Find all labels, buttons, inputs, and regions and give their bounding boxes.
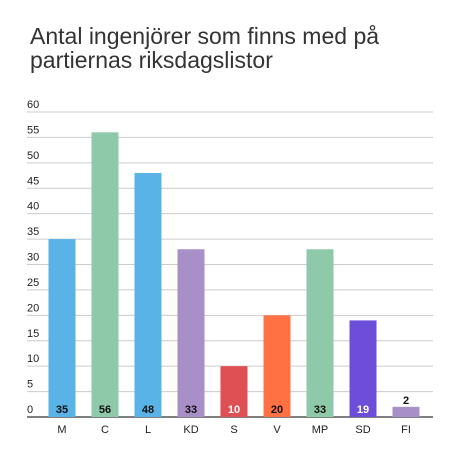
y-tick-label: 50 (27, 150, 39, 162)
y-tick-label: 30 (27, 252, 39, 264)
value-label: 20 (271, 404, 283, 416)
x-tick-label: L (145, 424, 151, 436)
x-tick-label: V (273, 424, 281, 436)
bar-s (220, 366, 248, 417)
x-tick-label: FI (401, 424, 411, 436)
y-tick-label: 25 (27, 277, 39, 289)
y-tick-label: 35 (27, 226, 39, 238)
bar-sd (349, 320, 377, 417)
value-label: 56 (99, 404, 111, 416)
y-tick-label: 15 (27, 328, 39, 340)
y-axis-ticks: 0 5 10 15 20 25 30 35 40 45 50 55 60 (27, 99, 39, 416)
x-tick-label: C (101, 424, 109, 436)
value-label: 35 (56, 404, 68, 416)
x-tick-label: S (230, 424, 237, 436)
bar-mp (306, 249, 334, 417)
bar-v (263, 315, 291, 417)
x-tick-label: M (57, 424, 66, 436)
value-label: 19 (357, 404, 369, 416)
bar-l (134, 173, 162, 417)
x-tick-label: SD (355, 424, 370, 436)
bar-fi (392, 406, 420, 417)
x-axis-categories: M C L KD S V MP SD FI (57, 424, 410, 436)
x-tick-label: MP (312, 424, 329, 436)
value-label: 33 (314, 404, 326, 416)
value-label: 33 (185, 404, 197, 416)
y-tick-label: 5 (27, 379, 33, 391)
value-label: 48 (142, 404, 154, 416)
y-tick-label: 55 (27, 124, 39, 136)
y-tick-label: 45 (27, 175, 39, 187)
bar-m (48, 239, 76, 417)
value-label: 10 (228, 404, 240, 416)
y-tick-label: 0 (27, 404, 33, 416)
y-tick-label: 10 (27, 353, 39, 365)
value-label: 2 (403, 395, 409, 407)
bars (48, 132, 420, 418)
bar-c (91, 132, 119, 418)
y-tick-label: 60 (27, 99, 39, 111)
x-tick-label: KD (183, 424, 198, 436)
y-tick-label: 40 (27, 201, 39, 213)
value-labels: 35 56 48 33 10 20 33 19 2 (56, 395, 409, 416)
bar-kd (177, 249, 205, 417)
y-tick-label: 20 (27, 302, 39, 314)
chart-title: Antal ingenjörer som finns med på partie… (30, 23, 380, 73)
